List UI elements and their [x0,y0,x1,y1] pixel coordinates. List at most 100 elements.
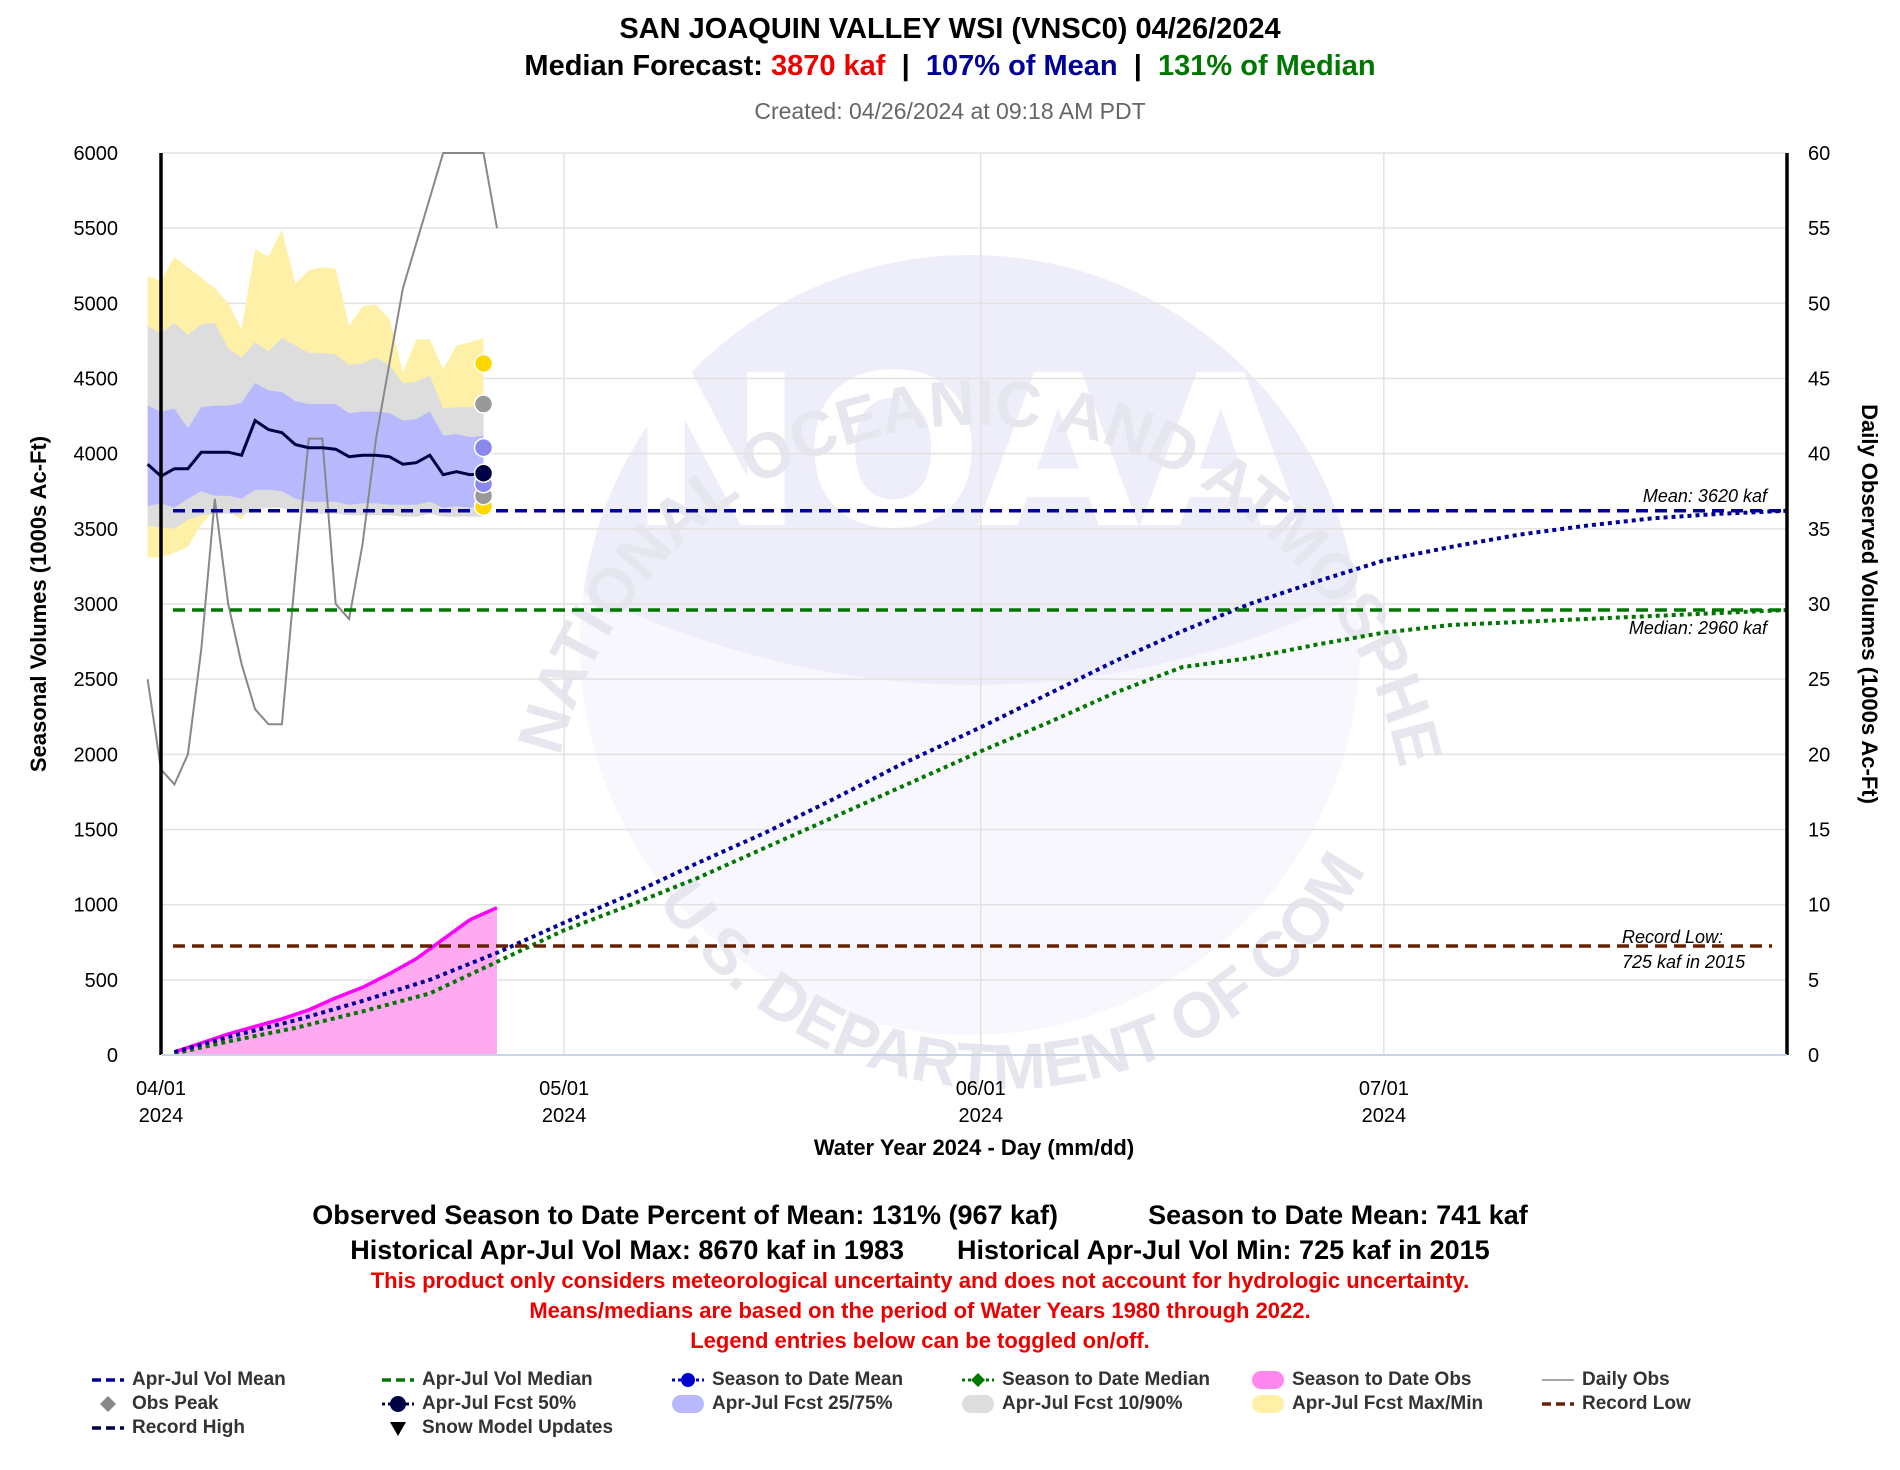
note-uncertainty: This product only considers meteorologic… [370,1268,1470,1293]
y-tick-label: 2000 [74,744,119,766]
note-legend-toggle: Legend entries below can be toggled on/o… [690,1328,1150,1353]
y2-tick-label: 35 [1808,519,1830,541]
daily-obs-line [146,152,498,787]
legend-item-apr-jul-fcst-50[interactable]: Apr-Jul Fcst 50% [380,1392,576,1416]
legend-label: Record Low [1582,1393,1691,1414]
dash-line-icon [380,1368,416,1392]
y-tick-label: 2500 [74,669,119,691]
y2-tick-label: 30 [1808,594,1830,616]
legend-item-season-to-date-median[interactable]: Season to Date Median [960,1368,1210,1392]
historical-max-text: Historical Apr-Jul Vol Max: 8670 kaf in … [350,1235,904,1265]
x-tick-year: 2024 [958,1105,1003,1127]
legend-item-apr-jul-fcst-25-75[interactable]: Apr-Jul Fcst 25/75% [670,1392,893,1416]
diamond-icon [90,1392,126,1416]
y2-tick-label: 60 [1808,143,1830,165]
forecast-bands [147,229,497,1055]
season-obs-line [173,906,498,1054]
y-tick-label: 1500 [74,820,119,842]
legend-item-apr-jul-vol-mean[interactable]: Apr-Jul Vol Mean [90,1368,286,1392]
y2-tick-label: 5 [1808,970,1819,992]
legend-item-record-high[interactable]: Record High [90,1416,245,1440]
x-tick-label: 04/01 [136,1078,186,1100]
forecast-pct-mean: 107% of Mean [925,50,1118,82]
area-swatch-icon [670,1392,706,1416]
fcst-2575-band [147,383,484,508]
legend-item-apr-jul-vol-median[interactable]: Apr-Jul Vol Median [380,1368,593,1392]
legend-item-season-to-date-obs[interactable]: Season to Date Obs [1250,1368,1472,1392]
record-low-label-1: Record Low: [1622,927,1723,947]
legend-label: Apr-Jul Fcst 50% [422,1393,577,1414]
y-tick-label: 1000 [74,895,119,917]
axis-labels: Mean: 3620 kaf Median: 2960 kaf Record Low… [26,143,1882,1160]
separator: | [901,50,910,82]
legend-label: Season to Date Obs [1292,1369,1472,1390]
y2-tick-label: 20 [1808,744,1830,766]
y-tick-label: 6000 [74,143,119,165]
legend-label: Apr-Jul Fcst 25/75% [712,1393,893,1414]
x-tick-label: 06/01 [956,1078,1006,1100]
historical-min-text: Historical Apr-Jul Vol Min: 725 kaf in 2… [957,1235,1490,1265]
y-tick-label: 5500 [74,218,119,240]
chart-title: SAN JOAQUIN VALLEY WSI (VNSC0) 04/26/202… [619,13,1281,45]
y2-tick-label: 55 [1808,218,1830,240]
forecast-prefix: Median Forecast: [524,50,763,82]
legend: Apr-Jul Vol Mean Apr-Jul Vol Median Season… [90,1368,1850,1468]
data-lines [146,152,1788,1056]
legend-item-apr-jul-fcst-max-min[interactable]: Apr-Jul Fcst Max/Min [1250,1392,1483,1416]
y-tick-label: 500 [85,970,118,992]
y2-tick-label: 0 [1808,1045,1819,1067]
fcst-max-point [473,353,494,374]
legend-item-snow-model-updates[interactable]: Snow Model Updates [380,1416,613,1440]
y2-tick-label: 50 [1808,293,1830,315]
y2-tick-label: 25 [1808,669,1830,691]
season-mean-dotted [173,508,1788,1054]
x-tick-year: 2024 [1362,1105,1407,1127]
area-swatch-icon [1250,1368,1286,1392]
note-period: Means/medians are based on the period of… [529,1298,1311,1323]
legend-label: Record High [132,1417,245,1438]
record-low-label-2: 725 kaf in 2015 [1622,952,1746,972]
y2-axis-title: Daily Observed Volumes (1000s Ac-Ft) [1857,404,1882,804]
legend-item-apr-jul-fcst-10-90[interactable]: Apr-Jul Fcst 10/90% [960,1392,1183,1416]
legend-label: Apr-Jul Fcst Max/Min [1292,1393,1484,1414]
fcst-p90-point [473,394,494,414]
triangle-down-icon [380,1416,416,1440]
dash-line-icon [90,1416,126,1440]
x-tick-year: 2024 [542,1105,587,1127]
dotted-circle-icon [380,1392,416,1416]
dotted-circle-icon [670,1368,706,1392]
forecast-pct-median: 131% of Median [1158,50,1376,82]
legend-label: Apr-Jul Vol Median [422,1369,593,1390]
median-label: Median: 2960 kaf [1629,618,1769,638]
legend-label: Daily Obs [1582,1369,1670,1390]
legend-item-season-to-date-mean[interactable]: Season to Date Mean [670,1368,903,1392]
thin-line-icon [1540,1368,1576,1392]
dotted-diamond-icon [960,1368,996,1392]
legend-item-record-low[interactable]: Record Low [1540,1392,1691,1416]
fcst-p50-point [473,463,494,483]
observed-pct-of-mean: Observed Season to Date Percent of Mean:… [312,1200,1059,1230]
fcst-p75-point [473,437,494,458]
x-tick-label: 05/01 [539,1078,589,1100]
separator: | [1133,50,1142,82]
y2-tick-label: 15 [1808,820,1830,842]
x-tick-label: 07/01 [1359,1078,1409,1100]
fcst-50-line [146,418,484,479]
mean-label: Mean: 3620 kaf [1643,486,1769,506]
axes [159,153,1789,1056]
y-tick-label: 3000 [74,594,119,616]
y-tick-label: 4500 [74,369,119,391]
area-swatch-icon [960,1392,996,1416]
y2-tick-label: 40 [1808,444,1830,466]
legend-label: Season to Date Median [1002,1369,1210,1390]
y-tick-label: 5000 [74,293,119,315]
area-swatch-icon [1250,1392,1286,1416]
legend-item-obs-peak[interactable]: Obs Peak [90,1392,219,1416]
y-axis-title: Seasonal Volumes (1000s Ac-Ft) [26,436,51,772]
legend-item-daily-obs[interactable]: Daily Obs [1540,1368,1670,1392]
legend-label: Season to Date Mean [712,1369,904,1390]
y-tick-label: 0 [107,1045,118,1067]
season-obs-area [174,907,497,1055]
